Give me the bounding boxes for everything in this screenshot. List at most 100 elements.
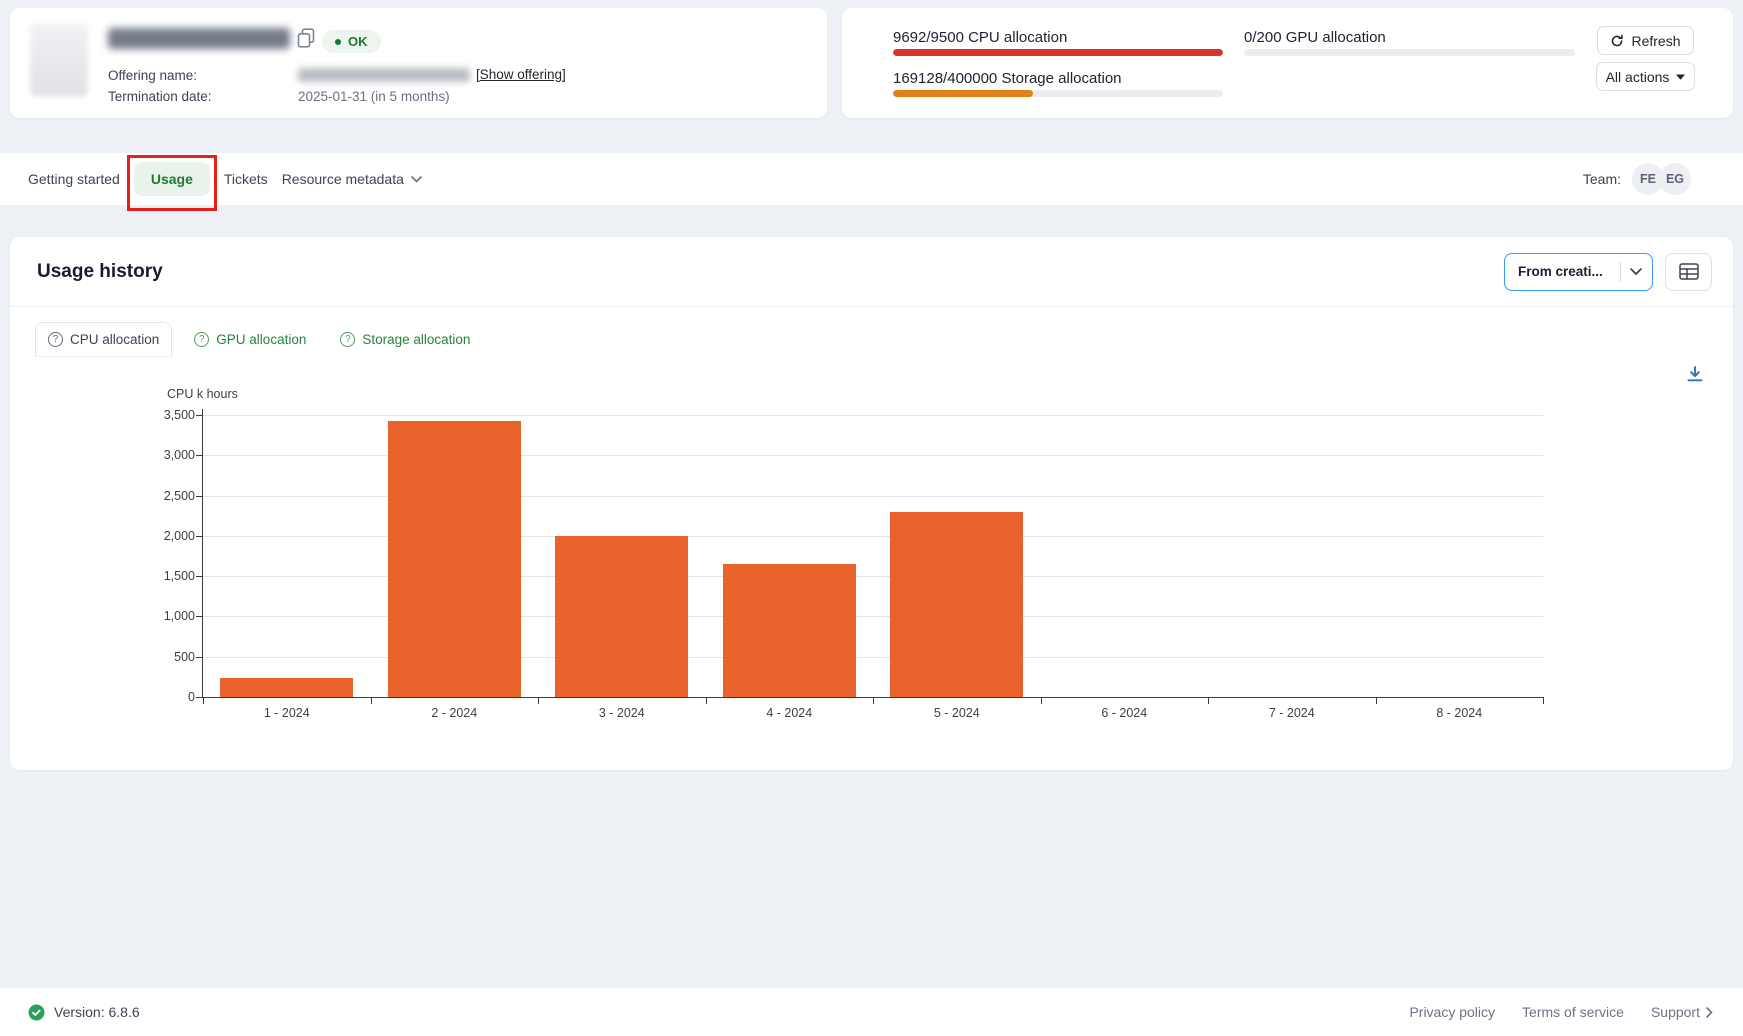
question-circle-icon xyxy=(48,332,63,347)
storage-allocation-progress-fill xyxy=(893,90,1033,97)
question-circle-icon xyxy=(194,332,210,347)
y-axis-tick-label: 3,000 xyxy=(163,448,195,463)
offering-name-redacted xyxy=(298,68,470,82)
support-link[interactable]: Support xyxy=(1651,1004,1713,1020)
y-axis-tick-label: 2,500 xyxy=(163,488,195,503)
footer: Version: 6.8.6 Privacy policy Terms of s… xyxy=(0,988,1743,1036)
privacy-policy-link[interactable]: Privacy policy xyxy=(1409,1004,1496,1020)
support-link-label: Support xyxy=(1650,1004,1700,1020)
chart-tab-label: GPU allocation xyxy=(216,332,307,347)
status-dot-icon xyxy=(335,38,341,45)
chart-gridline xyxy=(203,656,1543,658)
y-axis-tick xyxy=(196,535,203,537)
chevron-right-icon xyxy=(1706,1006,1713,1018)
resource-name-redacted xyxy=(108,28,290,49)
copy-icon[interactable] xyxy=(297,28,315,48)
show-offering-link[interactable]: [Show offering] xyxy=(476,67,566,82)
y-axis-tick xyxy=(196,495,203,497)
x-axis-tick xyxy=(873,697,874,704)
chart-gridline xyxy=(203,576,1543,578)
tab-usage-wrap: Usage xyxy=(126,155,217,211)
chart-gridline xyxy=(203,415,1543,416)
x-axis-tick xyxy=(705,697,707,704)
avatar[interactable]: EG xyxy=(1659,163,1691,195)
x-axis-tick xyxy=(1543,697,1544,704)
refresh-icon xyxy=(1610,34,1624,48)
question-circle-icon xyxy=(340,332,356,347)
termination-date-label: Termination date: xyxy=(108,89,212,104)
x-axis-tick-label: 6 - 2024 xyxy=(1101,706,1148,720)
storage-allocation-progress xyxy=(893,90,1223,97)
date-range-value: From creati... xyxy=(1518,264,1603,279)
y-axis-line xyxy=(202,409,203,697)
chart-tab-cpu-allocation[interactable]: CPU allocation xyxy=(35,322,173,357)
y-axis-tick xyxy=(196,576,203,578)
team-label: Team: xyxy=(1582,171,1621,187)
version-info: Version: 6.8.6 xyxy=(28,1004,140,1021)
chart-tab-storage-allocation[interactable]: Storage allocation xyxy=(328,322,482,357)
x-axis-tick xyxy=(1375,697,1377,704)
x-axis-tick xyxy=(538,697,539,704)
y-axis-tick xyxy=(196,697,203,698)
tab-tickets[interactable]: Tickets xyxy=(223,171,268,187)
table-icon xyxy=(1678,263,1699,280)
chart-metric-tabs: CPU allocation GPU allocation Storage al… xyxy=(35,322,482,357)
gpu-allocation-progress xyxy=(1244,49,1575,56)
resource-logo xyxy=(30,24,88,96)
page-title: Usage history xyxy=(37,260,163,282)
bar xyxy=(722,564,856,697)
chart-plot: CPU k hours 0 500 1,000 1,500 2,000 2,500 3,00… xyxy=(164,387,1544,720)
x-axis-tick xyxy=(370,697,372,704)
gpu-allocation-text: 0/200 GPU allocation xyxy=(1244,29,1386,46)
divider xyxy=(1620,261,1621,282)
usage-header: Usage history From creati... xyxy=(10,237,1733,307)
status-badge-label: OK xyxy=(348,34,368,49)
date-range-select[interactable]: From creati... xyxy=(1504,252,1653,291)
download-chart-icon[interactable] xyxy=(1686,365,1704,383)
tab-getting-started[interactable]: Getting started xyxy=(28,171,120,187)
all-actions-button[interactable]: All actions xyxy=(1596,62,1695,91)
tab-resource-metadata-label: Resource metadata xyxy=(281,171,404,187)
x-axis-tick-label: 1 - 2024 xyxy=(263,706,310,720)
chart-tab-gpu-allocation[interactable]: GPU allocation xyxy=(182,322,318,357)
y-axis-tick-label: 2,000 xyxy=(163,528,195,543)
x-axis-tick-label: 7 - 2024 xyxy=(1268,706,1315,720)
usage-controls: From creati... xyxy=(1504,252,1712,291)
bar xyxy=(890,511,1024,697)
chart-tab-label: CPU allocation xyxy=(70,332,160,347)
bar xyxy=(220,677,354,697)
x-axis-tick-label: 3 - 2024 xyxy=(598,706,645,720)
y-axis-tick xyxy=(196,455,203,457)
y-axis-tick xyxy=(196,616,203,618)
resource-nav-strip: Getting started Usage Tickets Resource m… xyxy=(0,153,1743,211)
x-axis-tick xyxy=(1040,697,1042,704)
x-axis-tick-label: 4 - 2024 xyxy=(766,706,813,720)
tab-usage[interactable]: Usage xyxy=(133,162,210,196)
y-axis-tick-label: 0 xyxy=(188,690,195,704)
x-axis-tick xyxy=(203,697,204,704)
y-axis-tick xyxy=(196,656,203,658)
cpu-allocation-progress-fill xyxy=(893,49,1223,56)
table-view-button[interactable] xyxy=(1665,252,1712,291)
x-axis-tick xyxy=(1208,697,1209,704)
refresh-button[interactable]: Refresh xyxy=(1597,26,1694,55)
offering-name-label: Offering name: xyxy=(108,68,198,83)
y-axis-tick xyxy=(196,415,203,416)
terms-of-service-link[interactable]: Terms of service xyxy=(1522,1004,1624,1020)
tab-resource-metadata[interactable]: Resource metadata xyxy=(282,171,422,187)
chart-gridline xyxy=(203,616,1543,618)
chart-gridline xyxy=(203,535,1543,537)
cpu-allocation-progress xyxy=(893,49,1223,56)
cpu-allocation-text: 9692/9500 CPU allocation xyxy=(893,29,1068,46)
usage-history-card: Usage history From creati... xyxy=(10,237,1733,770)
bar xyxy=(555,535,689,697)
chart-gridline xyxy=(203,455,1543,457)
refresh-button-label: Refresh xyxy=(1631,32,1681,49)
avatar[interactable]: FE xyxy=(1632,163,1664,195)
allocations-card: 9692/9500 CPU allocation 0/200 GPU alloc… xyxy=(842,8,1733,118)
caret-down-icon xyxy=(1676,74,1686,80)
x-axis-tick-label: 8 - 2024 xyxy=(1436,706,1483,720)
team-avatars: FE EG xyxy=(1632,163,1691,195)
x-axis-tick-label: 5 - 2024 xyxy=(933,706,980,720)
